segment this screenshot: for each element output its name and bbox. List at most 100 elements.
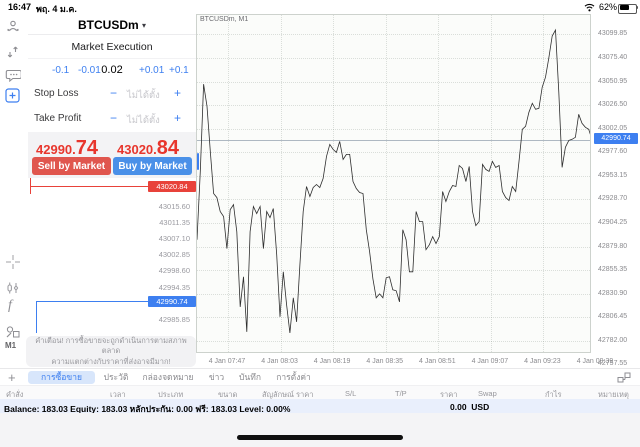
- grid-line-horizontal: [197, 105, 590, 107]
- chat-icon[interactable]: [5, 68, 21, 84]
- add-order-icon[interactable]: +: [8, 370, 16, 385]
- volume-dec-small[interactable]: -0.01: [78, 65, 101, 76]
- column-header[interactable]: T/P: [395, 389, 407, 398]
- price-axis-label: 42953.15: [598, 171, 628, 179]
- grid-line-horizontal: [197, 317, 590, 319]
- buy-by-market-button[interactable]: Buy by Market: [113, 157, 192, 175]
- grid-line-horizontal: [197, 222, 590, 224]
- wifi-icon: [584, 3, 595, 14]
- price-axis-label: 43075.40: [598, 54, 628, 61]
- column-header[interactable]: เวลา: [110, 390, 126, 399]
- column-header[interactable]: ประเภท: [158, 390, 184, 399]
- bid-price: 42990.74: [36, 137, 98, 160]
- column-header[interactable]: กำไร: [545, 390, 562, 399]
- price-axis-label: 43026.50: [598, 101, 628, 109]
- stop-loss-value[interactable]: ไม่ได้ตั้ง: [127, 90, 160, 101]
- price-axis-label: 42928.70: [598, 195, 628, 203]
- grid-line-horizontal: [197, 175, 590, 177]
- objects-icon[interactable]: [5, 324, 21, 340]
- price-axis-label: 43050.95: [598, 77, 628, 85]
- bid-price-line: [36, 301, 148, 302]
- chart-plot[interactable]: [196, 14, 591, 353]
- column-header[interactable]: S/L: [345, 389, 357, 398]
- grid-line-horizontal: [197, 128, 590, 130]
- grid-line-horizontal: [197, 57, 590, 59]
- current-bid-badge: 42990.74: [594, 133, 638, 145]
- sell-by-market-button[interactable]: Sell by Market: [32, 157, 111, 175]
- price-axis-label: 42904.25: [598, 219, 628, 226]
- take-profit-value[interactable]: ไม่ได้ตั้ง: [127, 115, 160, 126]
- panel-scrollbar[interactable]: [196, 153, 199, 170]
- stop-loss-plus[interactable]: +: [174, 86, 182, 100]
- ladder-price-label: 42998.60: [158, 266, 190, 276]
- timeframe-button[interactable]: M1: [5, 341, 17, 350]
- stop-loss-label: Stop Loss: [34, 88, 79, 99]
- status-bar: 16:47 พฤ. 4 ม.ค. 62%: [0, 0, 640, 14]
- indicators-icon[interactable]: f: [8, 298, 12, 313]
- warning-text: คำเตือน! การซื้อขายจะถูกดำเนินการตามสภาพ…: [35, 336, 187, 366]
- grid-line-horizontal: [197, 152, 590, 154]
- bid-price-badge: 42990.74: [148, 295, 196, 307]
- column-header[interactable]: ขนาด: [218, 390, 238, 399]
- price-axis-label: 43099.85: [598, 30, 628, 38]
- chart-symbol-label: BTCUSDm, M1: [200, 16, 249, 23]
- column-header[interactable]: คำสั่ง: [6, 390, 24, 399]
- time-axis-label: 4 Jan 08:51: [419, 358, 456, 365]
- grid-line-vertical: [438, 15, 440, 352]
- column-header[interactable]: ราคา: [296, 390, 314, 399]
- battery-tip: [636, 6, 638, 9]
- tab-6[interactable]: การตั้งค่า: [276, 372, 311, 382]
- symbol-selector[interactable]: BTCUSDm ▾: [28, 18, 196, 32]
- grid-line-vertical: [385, 15, 387, 352]
- column-header[interactable]: หมายเหตุ: [598, 390, 629, 399]
- date: พฤ. 4 ม.ค.: [36, 4, 77, 14]
- column-header[interactable]: Swap: [478, 389, 497, 398]
- ask-price: 43020.84: [117, 137, 179, 160]
- grid-line-horizontal: [197, 34, 590, 36]
- tab-4[interactable]: ข่าว: [208, 372, 225, 382]
- column-header[interactable]: ราคา: [440, 390, 458, 399]
- grid-line-vertical: [228, 15, 229, 352]
- ladder-price-label: 43007.10: [158, 233, 190, 243]
- price-axis-label: 43002.05: [598, 124, 628, 132]
- home-indicator[interactable]: [237, 435, 403, 440]
- tab-5[interactable]: บันทึก: [239, 372, 261, 382]
- account-summary: Balance: 183.03 Equity: 183.03 หลักประกั…: [4, 403, 291, 414]
- grid-line-horizontal: [197, 81, 590, 83]
- clock: 16:47: [8, 2, 32, 12]
- volume-dec-large[interactable]: -0.1: [52, 65, 70, 76]
- grid-line-horizontal: [197, 246, 590, 248]
- orders-up-down-icon[interactable]: [5, 44, 21, 60]
- execution-mode-label: Market Execution: [71, 41, 153, 53]
- time-axis-label: 4 Jan 09:07: [471, 358, 509, 365]
- column-header[interactable]: สัญลักษณ์: [262, 390, 295, 399]
- grid-line-vertical: [490, 15, 492, 352]
- stop-loss-minus[interactable]: −: [110, 86, 118, 100]
- price-axis-label: 42855.35: [598, 266, 628, 274]
- tab-3[interactable]: กล่องจดหมาย: [142, 372, 194, 382]
- candles-icon[interactable]: [5, 280, 21, 296]
- bid-frac: 74: [75, 137, 99, 159]
- time-axis-label: 4 Jan 08:19: [313, 358, 351, 365]
- volume-inc-large[interactable]: +0.1: [169, 65, 189, 76]
- take-profit-label: Take Profit: [34, 113, 82, 124]
- bid-main: 42990.: [36, 142, 76, 157]
- account-levels-icon[interactable]: [5, 19, 21, 35]
- new-order-icon[interactable]: [5, 88, 21, 104]
- crosshair-icon[interactable]: [5, 254, 21, 270]
- take-profit-plus[interactable]: +: [174, 111, 182, 125]
- ask-price-badge: 43020.84: [148, 180, 196, 192]
- bottom-tab-bar: + การซื้อขาย ประวัติ กล่องจดหมาย ข่าว บันทึก…: [0, 368, 640, 386]
- tab-1[interactable]: การซื้อขาย: [28, 371, 95, 384]
- ladder-price-label: 43015.60: [158, 201, 190, 211]
- take-profit-minus[interactable]: −: [110, 111, 118, 125]
- volume-value[interactable]: 0.02: [101, 64, 123, 76]
- footer-area: [0, 413, 640, 447]
- price-axis-label: 42879.80: [598, 242, 628, 250]
- volume-inc-small[interactable]: +0.01: [139, 65, 165, 76]
- tab-2[interactable]: ประวัติ: [103, 372, 129, 382]
- divider: [28, 58, 196, 59]
- ladder-price-label: 43011.35: [159, 217, 190, 227]
- window-layout-icon[interactable]: [617, 371, 631, 389]
- price-axis-label: 42977.60: [598, 148, 628, 156]
